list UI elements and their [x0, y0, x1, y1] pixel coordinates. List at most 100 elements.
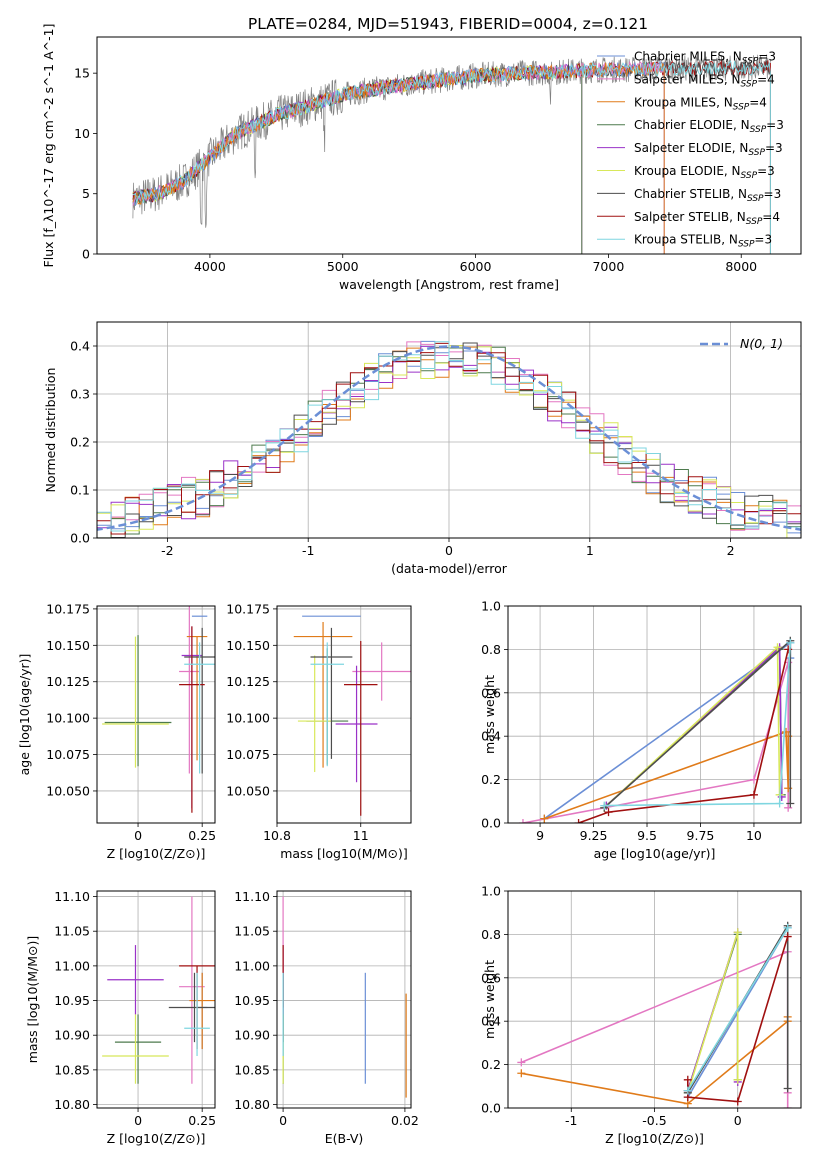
mass-vs-EBV-plot-area [277, 891, 411, 1108]
spectrum-xlabel: wavelength [Angstrom, rest frame] [339, 277, 559, 292]
mass-vs-EBV-xlabel: E(B-V) [325, 1131, 364, 1146]
legend-entry: Salpeter MILES, NSSP=4 [634, 72, 775, 89]
weight-vs-age-xtick-label: 9.25 [580, 828, 608, 843]
weight-marker [784, 645, 793, 654]
mass-vs-EBV-ytick-label: 11.05 [234, 924, 270, 939]
weight-line [578, 649, 789, 823]
age-vs-mass-xtick-label: 10.8 [263, 828, 291, 843]
legend-entry: Chabrier ELODIE, NSSP=3 [634, 118, 784, 135]
mass-vs-Z-xlabel: Z [log10(Z/Z⊙)] [107, 1131, 206, 1146]
mass-vs-EBV-ytick-label: 10.85 [234, 1062, 270, 1077]
mass-vs-Z-ytick-label: 10.95 [54, 993, 90, 1008]
weight-marker [749, 775, 758, 784]
weight-marker [733, 928, 742, 937]
residuals-xtick-label: -1 [302, 543, 314, 558]
legend-entry: Kroupa ELODIE, NSSP=3 [634, 164, 775, 181]
weight-marker [783, 923, 792, 932]
age-vs-Z-ytick-label: 10.050 [46, 783, 90, 798]
age-vs-Z-ytick-label: 10.125 [46, 674, 90, 689]
weight-marker [683, 1086, 692, 1095]
residuals-ytick-label: 0.2 [70, 435, 90, 450]
age-vs-Z-ytick-label: 10.100 [46, 711, 90, 726]
spectrum-ytick-label: 10 [74, 126, 90, 141]
weight-marker [786, 799, 795, 808]
weight-marker [540, 814, 549, 823]
weight-marker [733, 1097, 742, 1106]
mass-vs-EBV-errorbars [282, 896, 407, 1098]
weight-vs-age-xtick-label: 9.75 [687, 828, 715, 843]
age-vs-mass-ytick-label: 10.075 [226, 747, 270, 762]
weight-marker [733, 1075, 742, 1084]
weight-vs-Z-ylabel: mass weight [482, 960, 497, 1039]
age-vs-Z-xtick-label: 0.25 [188, 828, 216, 843]
weight-vs-age-frame [507, 605, 802, 824]
legend-entry: Salpeter STELIB, NSSP=4 [634, 210, 780, 227]
weight-vs-age-xlabel: age [log10(age/yr)] [594, 846, 716, 861]
weight-marker [773, 643, 782, 652]
weight-line [687, 927, 789, 1092]
weight-marker [749, 790, 758, 799]
mass-vs-EBV-frame [276, 890, 412, 1109]
spectrum-legend: Chabrier MILES, NSSP=3 Salpeter MILES, NS… [597, 50, 784, 250]
weight-vs-Z-frame [507, 890, 802, 1109]
weight-marker [786, 638, 795, 647]
age-vs-Z-ytick-label: 10.150 [46, 638, 90, 653]
weight-line [544, 730, 789, 820]
weight-marker [775, 799, 784, 808]
weight-vs-age-ytick-label: 0.2 [481, 772, 501, 787]
mass-vs-Z-frame [96, 890, 216, 1109]
weight-marker [517, 1069, 526, 1078]
age-vs-Z-xtick-label: 0 [134, 828, 142, 843]
age-vs-Z-errorbars [102, 606, 215, 813]
spectrum-xtick-label: 6000 [460, 259, 492, 274]
age-vs-mass-ytick-label: 10.150 [226, 638, 270, 653]
mass-vs-EBV-xtick-label: 0 [279, 1113, 287, 1128]
spectrum-ylabel: Flux [f_λ10^-17 erg cm^-2 s^-1 A^-1] [41, 24, 56, 268]
spectrum-xtick-label: 5000 [327, 259, 359, 274]
mass-vs-EBV-ytick-label: 10.80 [234, 1097, 270, 1112]
weight-marker [574, 819, 583, 823]
weight-vs-Z-xtick-label: 0 [734, 1113, 742, 1128]
mass-vs-EBV-ytick-label: 10.90 [234, 1028, 270, 1043]
spectrum-model-line [132, 60, 771, 254]
weight-vs-age-ytick-label: 1.0 [481, 599, 501, 614]
weight-vs-Z-ytick-label: 1.0 [481, 884, 501, 899]
residuals-ytick-label: 0.3 [70, 387, 90, 402]
legend-entry: Chabrier STELIB, NSSP=3 [634, 187, 781, 204]
weight-vs-age-ytick-label: 0.6 [481, 685, 501, 700]
mass-vs-EBV-ytick-label: 11.00 [234, 958, 270, 973]
weight-vs-Z-ytick-label: 0.8 [481, 927, 501, 942]
weight-vs-Z-lines [517, 921, 792, 1108]
age-vs-mass-xtick-label: 11 [353, 828, 369, 843]
age-vs-mass-ytick-label: 10.175 [226, 601, 270, 616]
mass-vs-EBV-xtick-label: 0.02 [391, 1113, 419, 1128]
age-vs-Z-ytick-label: 10.075 [46, 747, 90, 762]
legend-entry: Chabrier MILES, NSSP=3 [634, 50, 776, 67]
weight-marker [783, 932, 792, 941]
weight-vs-Z-ytick-label: 0.6 [481, 970, 501, 985]
spectrum-xtick-label: 8000 [725, 259, 757, 274]
mass-vs-Z-xtick-label: 0 [134, 1113, 142, 1128]
weight-vs-age-ylabel: mass weight [482, 675, 497, 754]
age-vs-Z-xlabel: Z [log10(Z/Z⊙)] [107, 846, 206, 861]
weight-marker [517, 1058, 526, 1067]
mass-vs-Z-ytick-label: 11.00 [54, 958, 90, 973]
spectrum-ytick-label: 15 [74, 66, 90, 81]
mass-vs-Z-ytick-label: 10.85 [54, 1062, 90, 1077]
legend-entry: Kroupa MILES, NSSP=4 [634, 95, 767, 112]
weight-marker [782, 727, 791, 736]
weight-marker [784, 803, 793, 812]
figure-title: PLATE=0284, MJD=51943, FIBERID=0004, z=0… [248, 15, 648, 33]
mass-vs-Z-axes: 0 0.25 10.80 10.85 10.90 10.95 11.00 11.05 11.10… [25, 889, 216, 1146]
weight-vs-age-ytick-label: 0.4 [481, 729, 501, 744]
mass-vs-EBV-ytick-label: 10.95 [234, 993, 270, 1008]
age-vs-mass-errorbars [293, 615, 411, 816]
weight-marker [604, 808, 613, 817]
weight-marker [683, 1075, 692, 1084]
weight-vs-age-xtick-label: 10 [746, 828, 762, 843]
legend-entry: Kroupa STELIB, NSSP=3 [634, 233, 772, 250]
age-vs-mass-frame [276, 605, 412, 824]
weight-vs-Z-xlabel: Z [log10(Z/Z⊙)] [605, 1131, 704, 1146]
weight-vs-Z-xtick-label: -1 [565, 1113, 577, 1128]
